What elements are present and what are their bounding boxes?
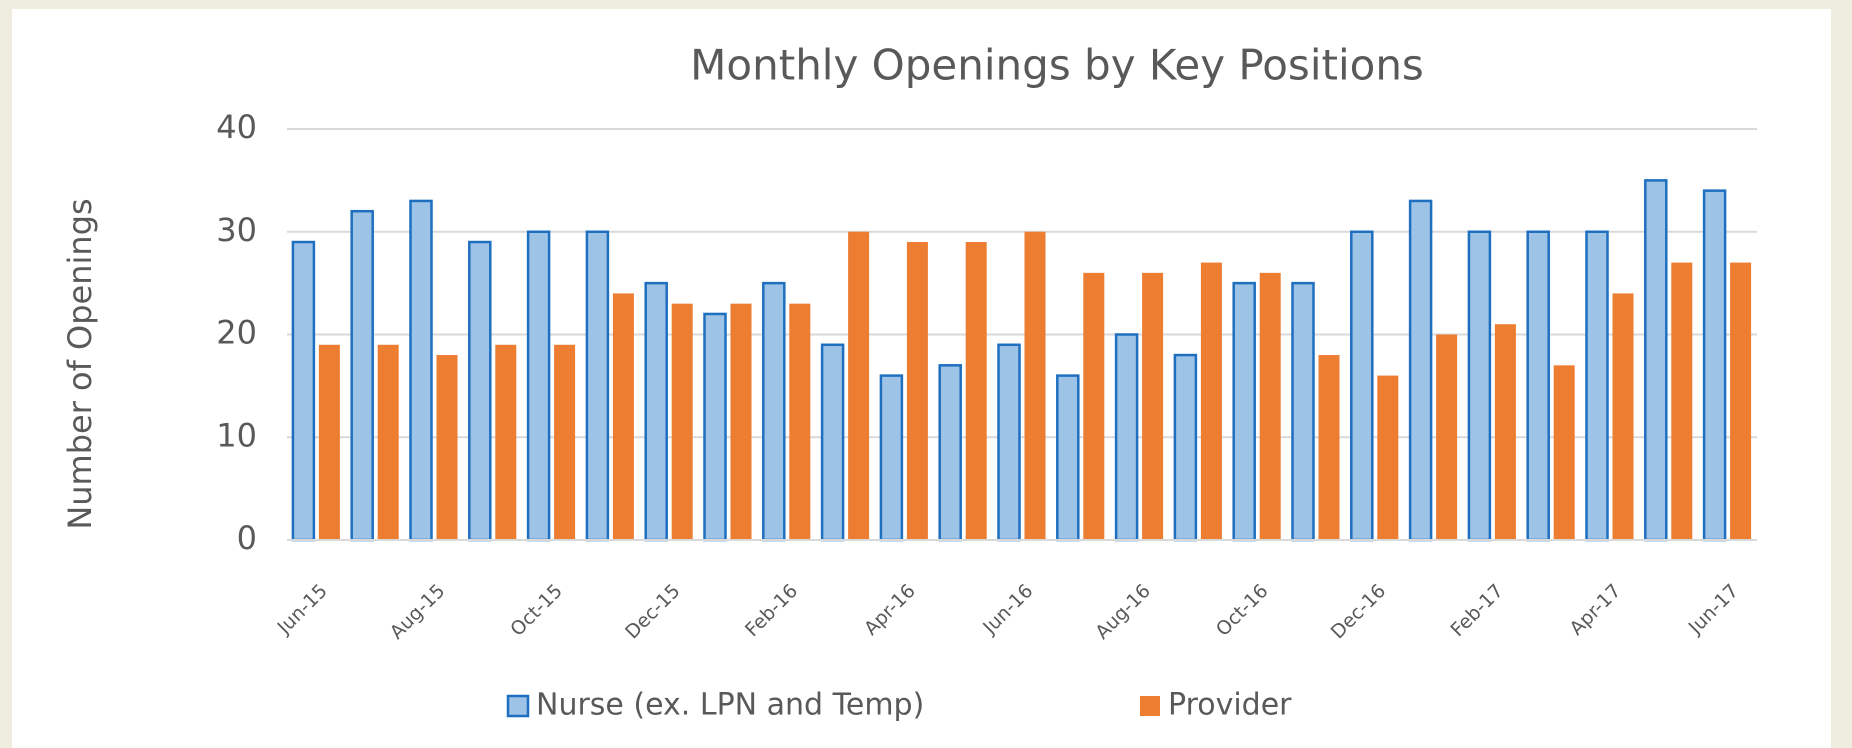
bar (409, 199, 433, 542)
bar (1553, 365, 1575, 540)
bar (468, 240, 492, 542)
y-tick-label: 40 (216, 108, 257, 146)
bar (1056, 374, 1080, 542)
bar (1436, 334, 1458, 540)
bar (879, 374, 904, 542)
bar (1644, 179, 1668, 542)
bar (1702, 189, 1727, 542)
y-tick-label: 10 (216, 416, 257, 454)
y-axis-label: Number of Openings (61, 198, 99, 529)
bar (1024, 231, 1046, 540)
legend-label: Provider (1168, 688, 1292, 723)
bar (1291, 281, 1315, 542)
bar (291, 240, 316, 542)
bar (644, 281, 668, 542)
bar (1526, 230, 1550, 542)
bar (1612, 293, 1634, 540)
bar (703, 312, 727, 542)
bar (730, 303, 752, 540)
bar (526, 230, 551, 542)
bar (762, 281, 786, 542)
bar (965, 242, 987, 540)
bar (350, 209, 374, 542)
y-tick-label: 30 (216, 211, 257, 249)
bar (789, 303, 811, 540)
bar (1173, 353, 1198, 542)
y-tick-label: 20 (216, 314, 257, 352)
chart-title: Monthly Openings by Key Positions (690, 41, 1424, 90)
bar (554, 344, 576, 540)
bar (1467, 230, 1492, 542)
bar (1114, 333, 1139, 542)
legend-swatch (1140, 696, 1160, 716)
bar (1494, 324, 1516, 540)
bar (1318, 355, 1340, 540)
bar (1142, 272, 1164, 540)
legend-label: Nurse (ex. LPN and Temp) (536, 688, 924, 723)
bar (585, 230, 610, 542)
bar (938, 364, 962, 542)
bar (495, 344, 517, 540)
y-tick-label: 0 (237, 519, 257, 557)
bar (1585, 230, 1609, 542)
bar (906, 242, 928, 540)
bar (1259, 272, 1281, 540)
bar (318, 344, 340, 540)
legend-swatch (506, 694, 530, 718)
bar (1200, 262, 1222, 540)
bar (1377, 375, 1399, 540)
bar (377, 344, 399, 540)
bar (1671, 262, 1693, 540)
bar (612, 293, 634, 540)
bar (997, 343, 1021, 542)
bar (1083, 272, 1105, 540)
bar (820, 343, 845, 542)
bar (848, 231, 870, 540)
bar (1350, 230, 1374, 542)
bar (1408, 199, 1433, 542)
bar (1730, 262, 1752, 540)
bar (671, 303, 693, 540)
bar (436, 355, 458, 540)
bar (1232, 281, 1256, 542)
